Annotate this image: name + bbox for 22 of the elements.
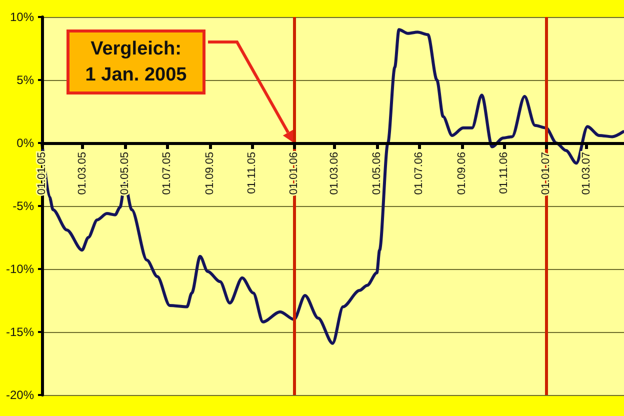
x-tick-label: 01.03.07 bbox=[580, 152, 593, 195]
y-tick-label: -10% bbox=[6, 262, 34, 276]
x-tick-label: 01.07.06 bbox=[412, 152, 425, 195]
y-tick-label: 10% bbox=[10, 10, 34, 24]
x-tick-label: 01.11.06 bbox=[498, 152, 510, 194]
x-tick-label: 01.01.07 bbox=[540, 152, 552, 195]
x-tick-label: 01.05.06 bbox=[370, 152, 383, 195]
x-tick-label: 01.11.05 bbox=[246, 152, 258, 194]
y-tick-label: 0% bbox=[16, 136, 34, 150]
x-tick-label: 01.01.06 bbox=[288, 152, 300, 195]
x-tick-label: 01.05.05 bbox=[118, 152, 131, 195]
y-tick-label: -15% bbox=[6, 325, 34, 339]
x-tick-label: 01.09.05 bbox=[204, 152, 216, 195]
x-tick-label: 01.09.06 bbox=[456, 152, 468, 195]
x-tick-label: 01.03.06 bbox=[328, 152, 341, 195]
annotation: Vergleich: 1 Jan. 2005 bbox=[85, 38, 188, 86]
x-tick-label: 01.03.05 bbox=[76, 152, 89, 195]
y-tick-label: -20% bbox=[6, 388, 34, 402]
y-tick-label: 5% bbox=[16, 73, 34, 87]
x-tick-label: 01.01.05 bbox=[36, 152, 48, 195]
x-tick-label: 01.07.05 bbox=[160, 152, 173, 195]
y-tick-label: -5% bbox=[12, 199, 34, 213]
